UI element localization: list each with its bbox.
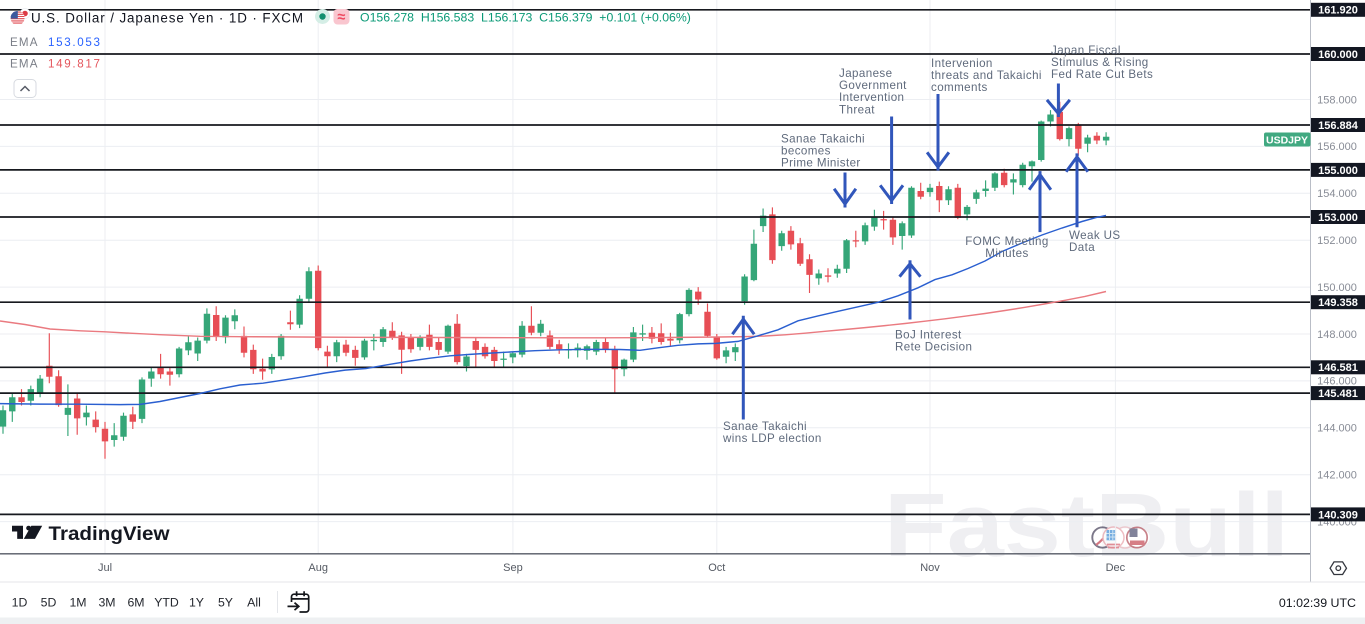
svg-text:142.000: 142.000 bbox=[1317, 470, 1357, 482]
svg-text:Japan Fiscal: Japan Fiscal bbox=[1051, 44, 1121, 57]
svg-text:149.358: 149.358 bbox=[1318, 297, 1358, 309]
svg-text:TradingView: TradingView bbox=[49, 524, 170, 545]
svg-text:Intervenion: Intervenion bbox=[931, 57, 993, 70]
svg-text:154.000: 154.000 bbox=[1317, 188, 1357, 200]
svg-text:160.000: 160.000 bbox=[1318, 49, 1358, 61]
svg-text:Oct: Oct bbox=[708, 562, 725, 574]
svg-text:153.053: 153.053 bbox=[48, 36, 100, 49]
svg-text:144.000: 144.000 bbox=[1317, 423, 1357, 435]
svg-text:Data: Data bbox=[1069, 241, 1095, 254]
svg-text:155.000: 155.000 bbox=[1318, 165, 1358, 177]
svg-text:146.581: 146.581 bbox=[1318, 362, 1358, 374]
svg-text:comments: comments bbox=[931, 81, 988, 94]
svg-text:5D: 5D bbox=[41, 596, 57, 610]
svg-text:BoJ Interest: BoJ Interest bbox=[895, 329, 962, 342]
svg-text:161.920: 161.920 bbox=[1318, 5, 1358, 17]
svg-text:FastBull: FastBull bbox=[884, 476, 1289, 576]
svg-text:EMA: EMA bbox=[10, 58, 38, 71]
svg-text:threats and Takaichi: threats and Takaichi bbox=[931, 69, 1042, 82]
svg-text:EMA: EMA bbox=[10, 36, 38, 49]
svg-text:148.000: 148.000 bbox=[1317, 329, 1357, 341]
svg-text:01:02:39 UTC: 01:02:39 UTC bbox=[1279, 596, 1356, 610]
svg-text:152.000: 152.000 bbox=[1317, 235, 1357, 247]
svg-text:156.000: 156.000 bbox=[1317, 141, 1357, 153]
svg-text:3M: 3M bbox=[98, 596, 115, 610]
svg-text:153.000: 153.000 bbox=[1318, 212, 1358, 224]
svg-text:Sep: Sep bbox=[503, 562, 523, 574]
svg-text:wins LDP election: wins LDP election bbox=[722, 432, 822, 445]
svg-text:Sanae Takaichi: Sanae Takaichi bbox=[781, 133, 865, 146]
svg-text:1Y: 1Y bbox=[189, 596, 204, 610]
svg-text:Government: Government bbox=[839, 79, 907, 92]
svg-text:Nov: Nov bbox=[920, 562, 940, 574]
svg-text:Sanae Takaichi: Sanae Takaichi bbox=[723, 420, 807, 433]
svg-text:Fed Rate Cut Bets: Fed Rate Cut Bets bbox=[1051, 68, 1153, 81]
svg-text:5Y: 5Y bbox=[218, 596, 233, 610]
svg-text:158.000: 158.000 bbox=[1317, 94, 1357, 106]
svg-text:145.481: 145.481 bbox=[1318, 388, 1358, 400]
svg-text:150.000: 150.000 bbox=[1317, 282, 1357, 294]
svg-text:Japanese: Japanese bbox=[839, 67, 892, 80]
svg-text:Intervention: Intervention bbox=[839, 91, 904, 104]
svg-text:U.S. Dollar / Japanese Yen · 1: U.S. Dollar / Japanese Yen · 1D · FXCM bbox=[31, 10, 303, 25]
svg-text:Aug: Aug bbox=[308, 562, 328, 574]
svg-text:Prime Minister: Prime Minister bbox=[781, 157, 861, 170]
svg-text:USDJPY: USDJPY bbox=[1266, 134, 1308, 146]
svg-text:Dec: Dec bbox=[1106, 562, 1126, 574]
svg-text:All: All bbox=[247, 596, 261, 610]
svg-text:1D: 1D bbox=[12, 596, 28, 610]
svg-text:Jul: Jul bbox=[98, 562, 112, 574]
svg-text:Stimulus & Rising: Stimulus & Rising bbox=[1051, 56, 1149, 69]
svg-text:Minutes: Minutes bbox=[985, 247, 1028, 260]
svg-text:Threat: Threat bbox=[839, 103, 875, 116]
svg-text:6M: 6M bbox=[127, 596, 144, 610]
svg-text:1M: 1M bbox=[69, 596, 86, 610]
svg-text:Weak US: Weak US bbox=[1069, 229, 1121, 242]
svg-text:≈: ≈ bbox=[338, 10, 346, 26]
svg-text:YTD: YTD bbox=[154, 596, 179, 610]
svg-text:FOMC Meeting: FOMC Meeting bbox=[965, 235, 1048, 248]
svg-text:149.817: 149.817 bbox=[48, 58, 100, 71]
svg-text:Rete Decision: Rete Decision bbox=[895, 341, 972, 354]
svg-text:140.309: 140.309 bbox=[1318, 509, 1358, 521]
svg-text:becomes: becomes bbox=[781, 145, 831, 158]
svg-text:156.884: 156.884 bbox=[1318, 120, 1359, 132]
svg-text:146.000: 146.000 bbox=[1317, 376, 1357, 388]
svg-text:O156.278 H156.583 L156.173: O156.278 H156.583 L156.173 C156.379 +0.1… bbox=[360, 11, 691, 25]
